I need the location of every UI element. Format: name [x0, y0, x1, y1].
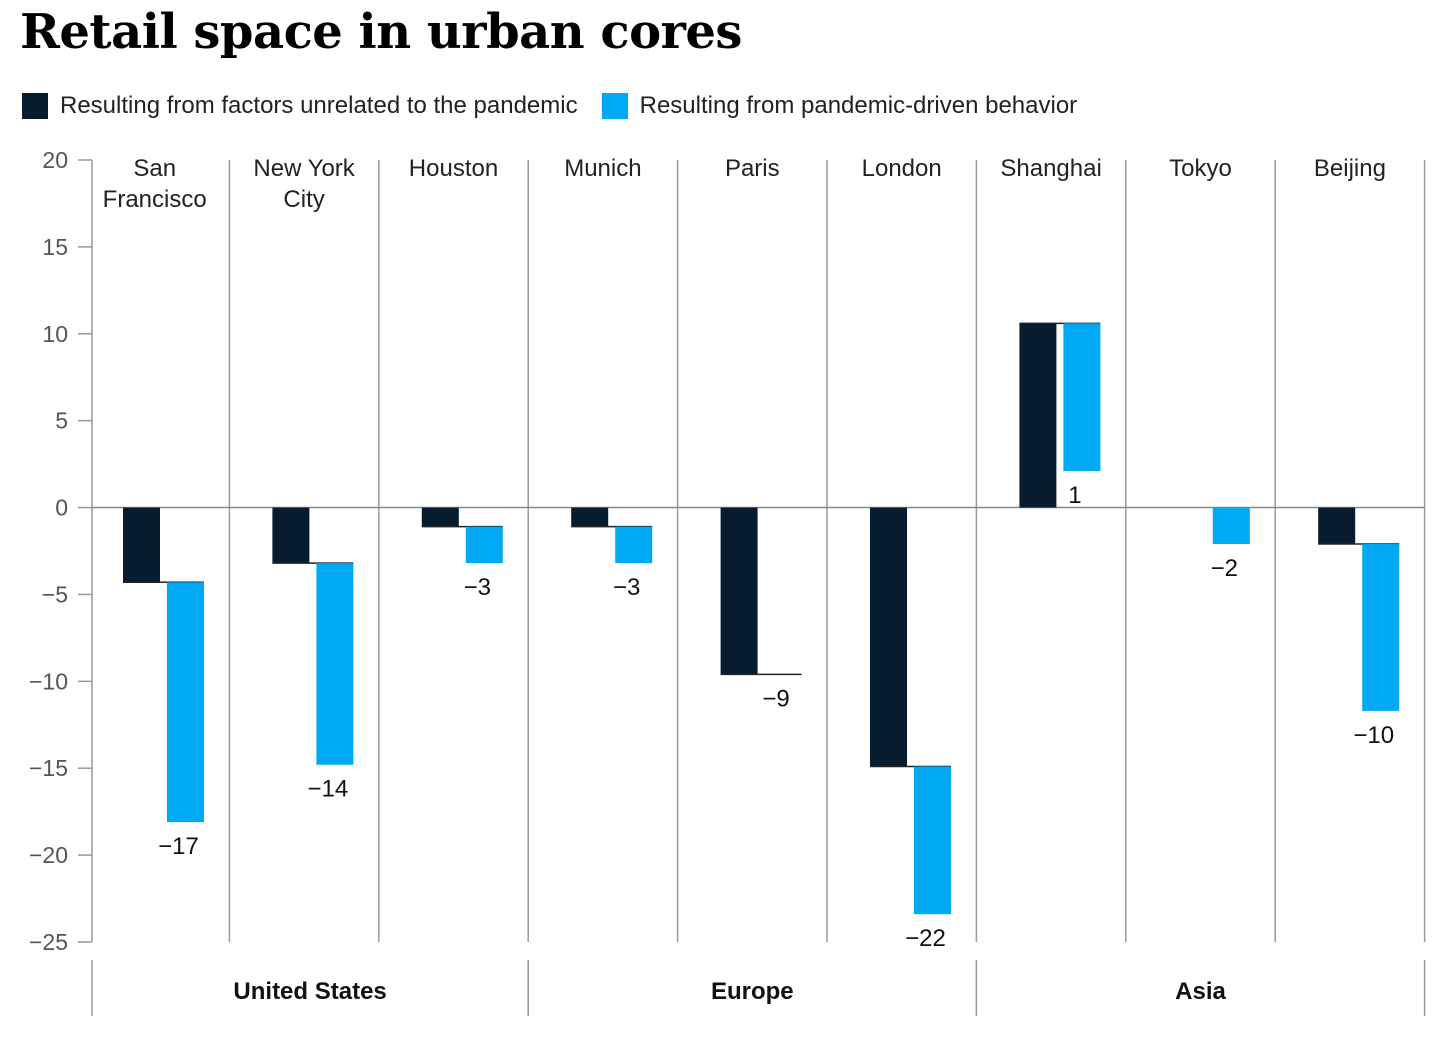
- region-label-europe: Europe: [711, 978, 794, 1005]
- bar-pandemic-munich: [615, 527, 652, 563]
- city-label-shanghai: Shanghai: [1000, 155, 1101, 182]
- bar-unrelated-munich: [571, 508, 608, 527]
- bar-pandemic-san-francisco: [167, 582, 204, 822]
- city-label-beijing: Beijing: [1314, 155, 1386, 182]
- y-tick-label: −25: [29, 929, 68, 955]
- total-label-beijing: −10: [1353, 722, 1394, 749]
- bar-unrelated-paris: [721, 508, 758, 675]
- bar-pandemic-houston: [466, 527, 503, 563]
- chart-area: 20 15 10 5 0 −5 −10 −15 −20 −25 San Francisco −17 New…: [0, 0, 1456, 1042]
- city-label-tokyo: Tokyo: [1169, 155, 1232, 182]
- bar-pandemic-tokyo: [1213, 508, 1250, 544]
- y-tick-label: −10: [29, 668, 68, 694]
- city-label-san-francisco: Francisco: [103, 186, 207, 213]
- city-label-houston: Houston: [409, 155, 498, 182]
- total-label-new-york-city: −14: [308, 776, 349, 803]
- city-label-paris: Paris: [725, 155, 780, 182]
- y-tick-label: −5: [42, 581, 68, 607]
- bar-pandemic-beijing: [1362, 544, 1399, 711]
- y-tick-label: 20: [42, 147, 68, 173]
- bar-pandemic-london: [914, 766, 951, 914]
- total-label-paris: −9: [762, 685, 789, 712]
- bar-pandemic-shanghai: [1063, 323, 1100, 471]
- bar-unrelated-san-francisco: [123, 508, 160, 583]
- city-label-new-york-city: New York: [253, 155, 355, 182]
- y-tick-label: 15: [42, 234, 68, 260]
- y-tick-label: −20: [29, 842, 68, 868]
- bar-unrelated-beijing: [1318, 508, 1355, 544]
- total-label-san-francisco: −17: [158, 833, 199, 860]
- city-label-munich: Munich: [564, 155, 641, 182]
- bar-pandemic-new-york-city: [316, 563, 353, 765]
- region-label-asia: Asia: [1175, 978, 1226, 1005]
- total-label-london: −22: [905, 925, 946, 952]
- total-label-munich: −3: [613, 574, 640, 601]
- city-label-london: London: [862, 155, 942, 182]
- city-label-new-york-city: City: [283, 186, 324, 213]
- bar-unrelated-new-york-city: [272, 508, 309, 564]
- total-label-houston: −3: [464, 574, 491, 601]
- city-label-san-francisco: San: [133, 155, 176, 182]
- total-label-shanghai: 1: [1068, 482, 1081, 509]
- y-tick-label: −15: [29, 755, 68, 781]
- region-label-united-states: United States: [233, 978, 386, 1005]
- y-tick-label: 10: [42, 321, 68, 347]
- bar-unrelated-shanghai: [1019, 323, 1056, 507]
- bar-unrelated-london: [870, 508, 907, 767]
- bar-unrelated-houston: [422, 508, 459, 527]
- y-tick-label: 5: [55, 408, 68, 434]
- total-label-tokyo: −2: [1211, 555, 1238, 582]
- y-tick-label: 0: [55, 495, 68, 521]
